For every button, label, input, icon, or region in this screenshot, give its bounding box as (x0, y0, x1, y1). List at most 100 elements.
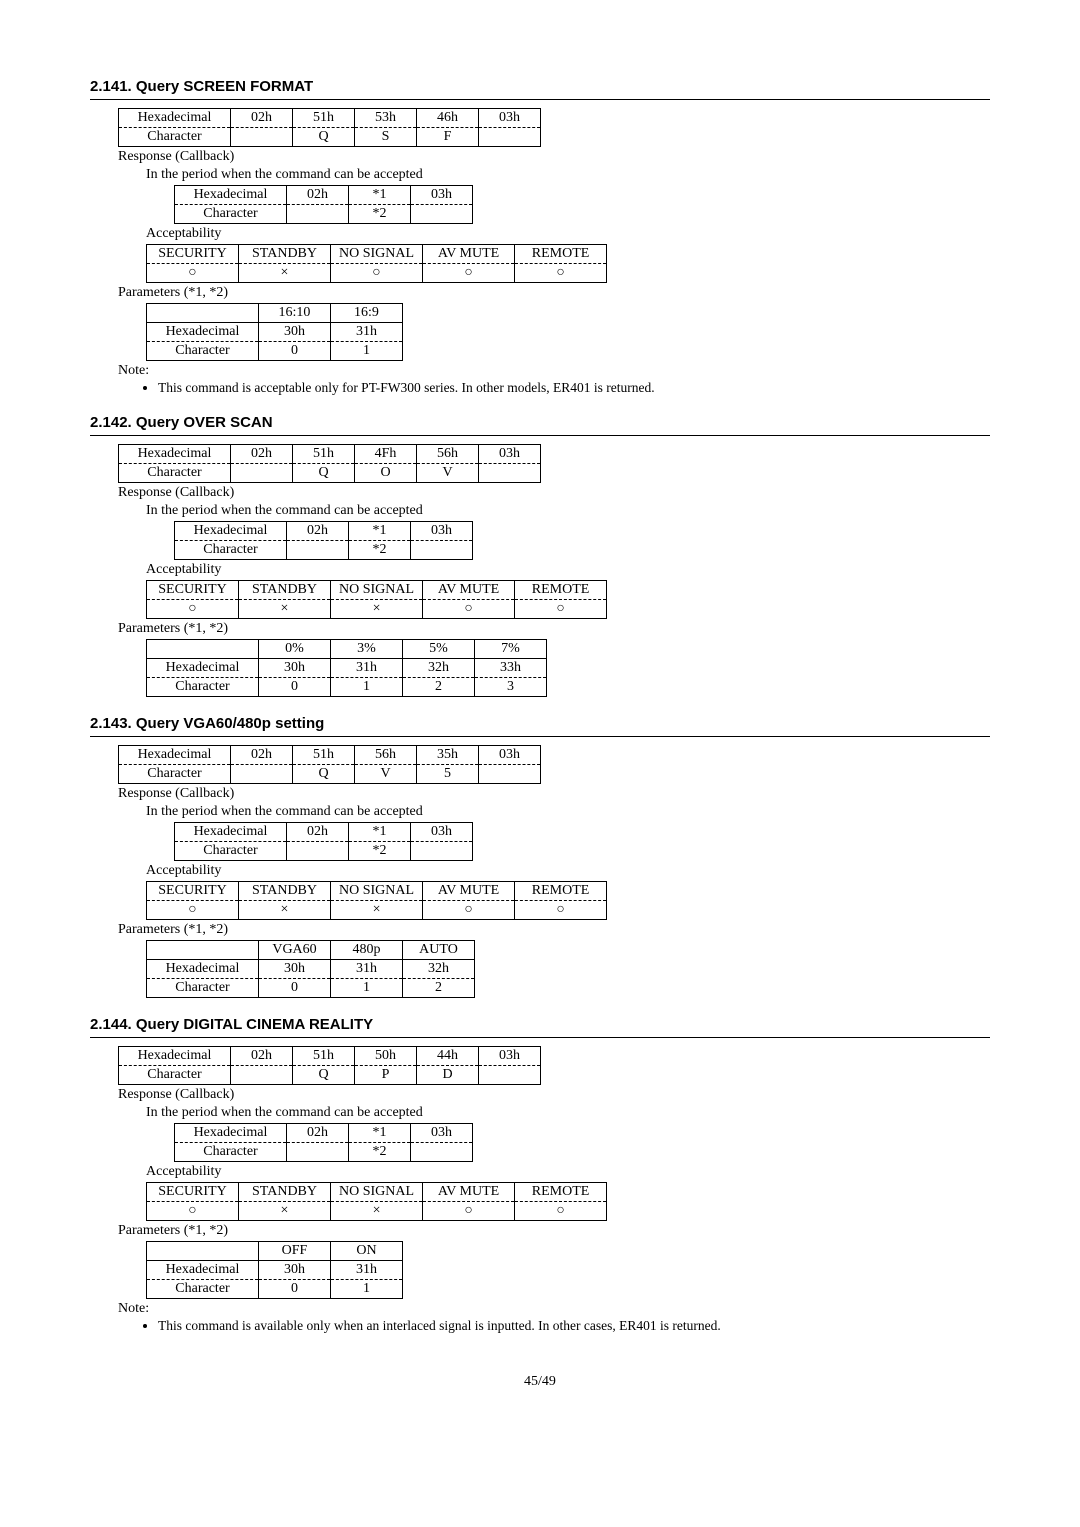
char-cell (411, 205, 473, 224)
row-label: Character (175, 205, 287, 224)
accept-header: REMOTE (515, 245, 607, 264)
row-label: Hexadecimal (147, 960, 259, 979)
param-header: 5% (403, 640, 475, 659)
hex-cell: 51h (293, 109, 355, 128)
char-cell (231, 128, 293, 147)
hex-cell: 03h (479, 1047, 541, 1066)
accept-header: NO SIGNAL (331, 882, 423, 901)
response-table: Hexadecimal02h*103hCharacter*2 (174, 822, 473, 861)
hex-cell: 51h (293, 1047, 355, 1066)
param-header: 16:10 (259, 304, 331, 323)
char-cell (231, 765, 293, 784)
param-header: 480p (331, 941, 403, 960)
accept-header: STANDBY (239, 1183, 331, 1202)
accept-value: ○ (423, 1202, 515, 1221)
response-table: Hexadecimal02h*103hCharacter*2 (174, 185, 473, 224)
hex-cell: 03h (411, 522, 473, 541)
hex-cell: 51h (293, 445, 355, 464)
row-label: Character (119, 128, 231, 147)
period-label: In the period when the command can be ac… (146, 1105, 990, 1121)
row-label: Hexadecimal (147, 1261, 259, 1280)
char-cell: Q (293, 765, 355, 784)
accept-header: REMOTE (515, 1183, 607, 1202)
divider (90, 435, 990, 436)
char-cell: Q (293, 464, 355, 483)
acceptability-label: Acceptability (146, 226, 990, 242)
hex-cell: 02h (231, 445, 293, 464)
accept-header: STANDBY (239, 581, 331, 600)
accept-value: × (239, 901, 331, 920)
param-header: 7% (475, 640, 547, 659)
char-cell (479, 128, 541, 147)
row-label: Character (147, 342, 259, 361)
hex-cell: 02h (231, 109, 293, 128)
parameters-table: VGA60480pAUTOHexadecimal30h31h32hCharact… (146, 940, 475, 998)
char-cell (287, 541, 349, 560)
param-hex-cell: 30h (259, 1261, 331, 1280)
section-title: 2.141. Query SCREEN FORMAT (90, 78, 990, 95)
hex-cell: 02h (287, 186, 349, 205)
param-char-cell: 3 (475, 678, 547, 697)
row-label: Hexadecimal (147, 659, 259, 678)
param-hex-cell: 32h (403, 659, 475, 678)
hex-cell: 03h (479, 109, 541, 128)
accept-value: × (239, 264, 331, 283)
command-table: Hexadecimal02h51h50h44h03hCharacterQPD (118, 1046, 541, 1085)
row-label: Hexadecimal (147, 323, 259, 342)
accept-header: REMOTE (515, 882, 607, 901)
response-table: Hexadecimal02h*103hCharacter*2 (174, 1123, 473, 1162)
note-item: This command is acceptable only for PT-F… (158, 380, 990, 396)
period-label: In the period when the command can be ac… (146, 503, 990, 519)
hex-cell: 03h (479, 746, 541, 765)
param-hex-cell: 32h (403, 960, 475, 979)
hex-cell: 02h (287, 522, 349, 541)
char-cell (479, 765, 541, 784)
divider (90, 99, 990, 100)
hex-cell: *1 (349, 1124, 411, 1143)
param-hex-cell: 31h (331, 323, 403, 342)
accept-header: NO SIGNAL (331, 1183, 423, 1202)
char-cell: O (355, 464, 417, 483)
parameters-label: Parameters (*1, *2) (118, 621, 990, 637)
command-table: Hexadecimal02h51h53h46h03hCharacterQSF (118, 108, 541, 147)
param-header: 16:9 (331, 304, 403, 323)
hex-cell: 46h (417, 109, 479, 128)
char-cell (411, 541, 473, 560)
accept-header: AV MUTE (423, 245, 515, 264)
param-header: 0% (259, 640, 331, 659)
acceptability-label: Acceptability (146, 562, 990, 578)
accept-value: × (239, 600, 331, 619)
section-title: 2.143. Query VGA60/480p setting (90, 715, 990, 732)
param-char-cell: 2 (403, 979, 475, 998)
period-label: In the period when the command can be ac… (146, 167, 990, 183)
param-char-cell: 1 (331, 678, 403, 697)
param-header (147, 640, 259, 659)
response-label: Response (Callback) (118, 485, 990, 501)
response-label: Response (Callback) (118, 1087, 990, 1103)
param-char-cell: 2 (403, 678, 475, 697)
section-title: 2.144. Query DIGITAL CINEMA REALITY (90, 1016, 990, 1033)
char-cell (231, 1066, 293, 1085)
note-list: This command is acceptable only for PT-F… (158, 380, 990, 396)
parameters-table: OFFONHexadecimal30h31hCharacter01 (146, 1241, 403, 1299)
accept-value: × (239, 1202, 331, 1221)
param-char-cell: 0 (259, 678, 331, 697)
row-label: Character (175, 842, 287, 861)
accept-header: SECURITY (147, 882, 239, 901)
hex-cell: 51h (293, 746, 355, 765)
row-label: Character (175, 1143, 287, 1162)
accept-value: × (331, 600, 423, 619)
accept-value: × (331, 901, 423, 920)
row-label: Hexadecimal (119, 445, 231, 464)
param-header: ON (331, 1242, 403, 1261)
hex-cell: *1 (349, 522, 411, 541)
param-char-cell: 0 (259, 1280, 331, 1299)
response-label: Response (Callback) (118, 786, 990, 802)
row-label: Character (119, 1066, 231, 1085)
param-hex-cell: 31h (331, 659, 403, 678)
note-label: Note: (118, 1301, 990, 1317)
char-cell (411, 842, 473, 861)
hex-cell: 02h (231, 1047, 293, 1066)
hex-cell: 53h (355, 109, 417, 128)
hex-cell: 02h (231, 746, 293, 765)
